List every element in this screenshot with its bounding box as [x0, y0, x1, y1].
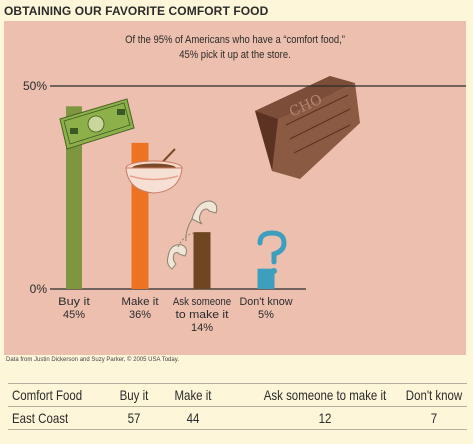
- source-credit: Data from Justin Dickerson and Suzy Park…: [6, 357, 179, 363]
- table-cell-ask-someone: 12: [318, 410, 332, 426]
- table-cell-dont-know: 7: [430, 410, 438, 426]
- money-icon: [59, 98, 135, 150]
- table-header-row: Comfort Food Buy it Make it Ask someone …: [8, 383, 467, 406]
- table-row: East Coast 57 44 12 7: [8, 406, 467, 429]
- value-label-2: 14%: [191, 322, 213, 334]
- question-mark-icon: [257, 230, 287, 274]
- table-cell-make-it: 44: [186, 410, 200, 426]
- table-header-ask-someone: Ask someone to make it: [263, 387, 387, 403]
- chart-subtitle: Of the 95% of Americans who have a “comf…: [36, 33, 433, 63]
- table-bottom-rule: [8, 429, 467, 430]
- table-cell-buy-it: 57: [127, 410, 141, 426]
- value-label-3: 5%: [258, 309, 274, 321]
- table-header-comfort-food: Comfort Food: [12, 387, 83, 403]
- table-header-dont-know: Don't know: [405, 387, 463, 403]
- bar-3: [257, 268, 275, 289]
- page-title: OBTAINING OUR FAVORITE COMFORT FOOD: [4, 4, 269, 18]
- data-table: Comfort Food Buy it Make it Ask someone …: [0, 383, 473, 444]
- ytick-50: 50%: [23, 79, 47, 93]
- value-label-0: 45%: [63, 309, 85, 321]
- table-cell-region: East Coast: [12, 410, 69, 426]
- table-header-make-it: Make it: [174, 387, 212, 403]
- subtitle-line-1: Of the 95% of Americans who have a “comf…: [125, 34, 345, 46]
- table-header-buy-it: Buy it: [119, 387, 149, 403]
- subtitle-line-2: 45% pick it up at the store.: [179, 49, 291, 61]
- telephone-icon: [167, 200, 218, 270]
- category-label-2-line-1: to make it: [176, 309, 229, 321]
- bar-2: [193, 232, 211, 289]
- value-label-1: 36%: [129, 309, 151, 321]
- category-label-3-line-0: Don't know: [240, 296, 293, 308]
- category-label-2-line-0: Ask someone: [173, 296, 231, 308]
- chart-panel: CHO 50% 0% Buy it 45% Make it 36% Ask someon…: [4, 21, 466, 355]
- category-label-1-line-0: Make it: [121, 296, 158, 308]
- category-label-0-line-0: Buy it: [58, 296, 90, 308]
- mixing-bowl-icon: [125, 148, 183, 194]
- ytick-0: 0%: [30, 282, 48, 296]
- bar-0: [66, 106, 82, 289]
- chocolate-bar-icon: CHO: [255, 76, 360, 179]
